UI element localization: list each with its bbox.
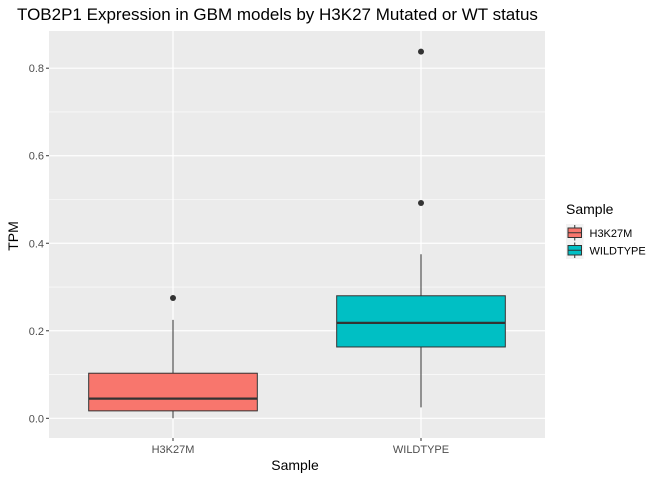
y-tick-label: 0.4 bbox=[29, 238, 44, 250]
box-body bbox=[336, 295, 506, 348]
box-h3k27m bbox=[88, 294, 258, 419]
boxes bbox=[88, 48, 506, 419]
x-tick-label: H3K27M bbox=[152, 444, 195, 456]
legend-label: WILDTYPE bbox=[590, 245, 646, 257]
y-tick-label: 0.6 bbox=[29, 151, 44, 163]
legend: Sample H3K27M WILDTYPE bbox=[566, 201, 646, 259]
y-tick-label: 0.8 bbox=[29, 63, 44, 75]
x-axis-title: Sample bbox=[271, 457, 319, 473]
y-axis: 0.0 0.2 0.4 0.6 0.8 bbox=[29, 63, 49, 425]
plot-panel bbox=[49, 31, 545, 438]
box-wildtype bbox=[336, 48, 506, 408]
x-axis: H3K27M WILDTYPE bbox=[152, 438, 449, 456]
outlier-point bbox=[418, 48, 424, 55]
y-tick-label: 0.2 bbox=[29, 326, 44, 338]
legend-entry-h3k27m: H3K27M bbox=[566, 224, 632, 242]
x-tick-label: WILDTYPE bbox=[393, 444, 449, 456]
y-tick-label: 0.0 bbox=[29, 413, 44, 425]
outlier-point bbox=[170, 294, 176, 301]
y-axis-title: TPM bbox=[5, 221, 21, 251]
box-body bbox=[88, 372, 258, 412]
chart-title: TOB2P1 Expression in GBM models by H3K27… bbox=[17, 5, 538, 24]
legend-label: H3K27M bbox=[590, 228, 633, 240]
outlier-point bbox=[418, 199, 424, 206]
legend-title: Sample bbox=[566, 201, 614, 217]
legend-entry-wildtype: WILDTYPE bbox=[566, 241, 646, 259]
